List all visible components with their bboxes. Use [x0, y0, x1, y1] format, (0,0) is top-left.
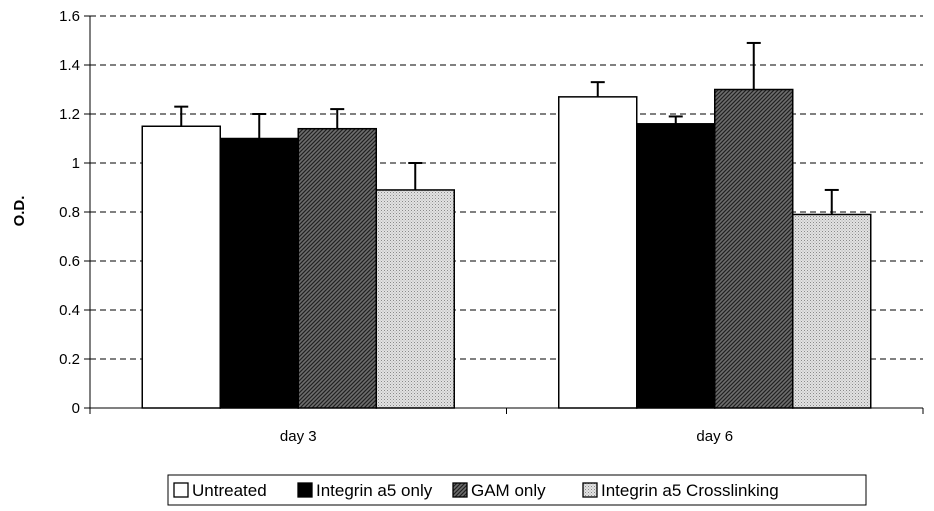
legend-swatch — [452, 482, 468, 498]
bar — [558, 96, 638, 409]
legend-label: Integrin a5 only — [316, 481, 433, 500]
bar — [219, 137, 299, 409]
legend-label: Integrin a5 Crosslinking — [601, 481, 779, 500]
y-tick-label: 1.4 — [59, 57, 80, 74]
y-tick-label: 0.4 — [59, 302, 80, 319]
legend-swatch — [582, 482, 598, 498]
y-tick-label: 1 — [72, 155, 80, 172]
y-tick-label: 0 — [72, 400, 80, 417]
y-tick-label: 0.6 — [59, 253, 80, 270]
legend: Untreated Integrin a5 only GAM only Integri… — [167, 474, 867, 506]
legend-swatch — [173, 482, 189, 498]
bars — [141, 41, 872, 409]
bar — [714, 88, 794, 409]
y-tick-label: 0.2 — [59, 351, 80, 368]
x-tick-label: day 6 — [696, 428, 733, 445]
legend-box — [167, 474, 867, 506]
y-tick-label: 1.2 — [59, 106, 80, 123]
bar — [375, 189, 455, 409]
x-tick-label: day 3 — [280, 428, 317, 445]
legend-label: GAM only — [471, 481, 546, 500]
bar — [792, 213, 872, 409]
y-axis-label: O.D. — [11, 196, 28, 227]
bar — [141, 125, 221, 409]
y-tick-label: 1.6 — [59, 8, 80, 25]
y-tick-label: 0.8 — [59, 204, 80, 221]
legend-swatch — [297, 482, 313, 498]
bar — [636, 123, 716, 409]
axes: 0 0.2 0.4 0.6 0.8 1 1.2 1.4 1.6 day 3 day 6 — [59, 8, 924, 445]
bar — [297, 127, 377, 409]
legend-label: Untreated — [192, 481, 267, 500]
